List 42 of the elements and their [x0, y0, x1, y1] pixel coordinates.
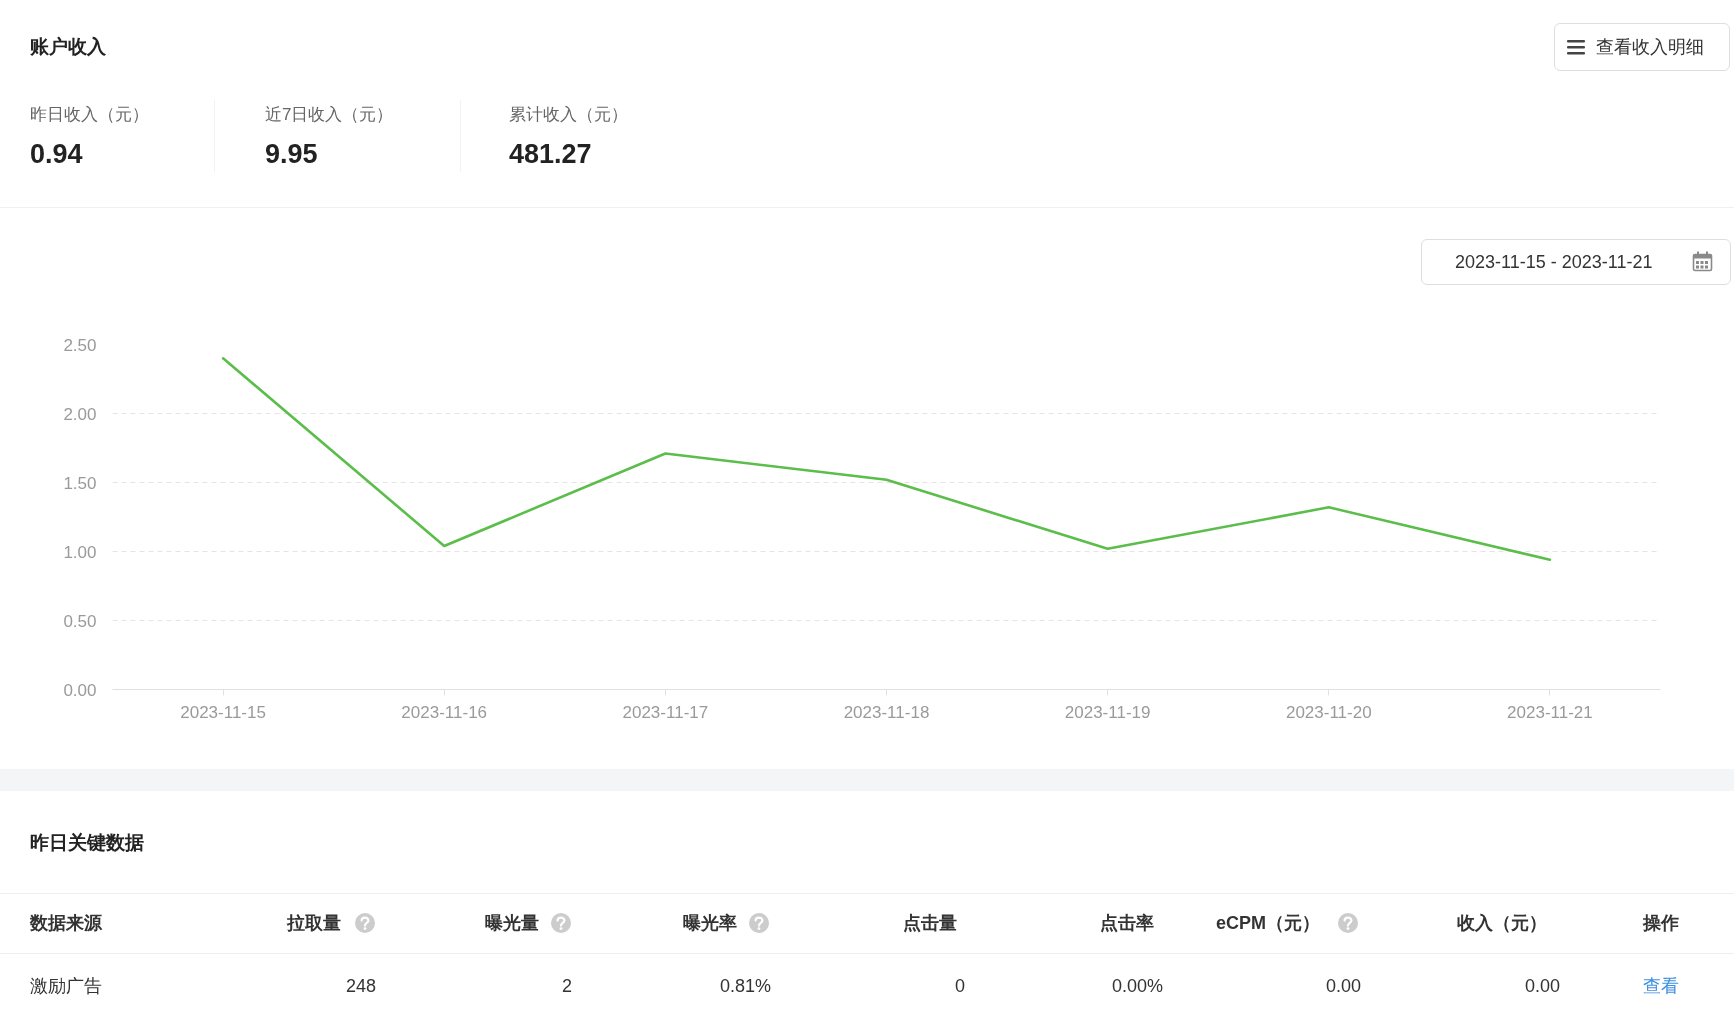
x-tick-label: 2023-11-21	[1507, 702, 1593, 722]
text: 昨日关键数据	[30, 830, 144, 855]
text: 0	[954, 974, 965, 998]
y-tick-label: 2.00	[63, 404, 97, 424]
x-tick-label: 2023-11-16	[401, 702, 488, 722]
text: 点击率	[1100, 911, 1154, 935]
text: 数据来源	[30, 911, 102, 935]
text: 曝光率	[683, 911, 737, 935]
line-series	[221, 357, 1552, 562]
y-tick-label: 1.50	[63, 473, 97, 493]
text: 激励广告	[30, 974, 102, 998]
text: 248	[345, 974, 376, 998]
x-tick-label: 2023-11-18	[843, 702, 930, 722]
text: 0.94	[30, 137, 83, 171]
text: 0.81%	[719, 974, 771, 998]
text: 操作	[1643, 911, 1679, 935]
text: 0.00	[1524, 974, 1560, 998]
text: 累计收入（元）	[509, 104, 628, 126]
text: 昨日收入（元）	[30, 104, 149, 126]
chart-title: 账户收入	[30, 34, 106, 59]
text: 481.27	[509, 137, 592, 171]
text: 0.00%	[1111, 974, 1163, 998]
text: 2	[561, 974, 572, 998]
x-tick-label: 2023-11-19	[1064, 702, 1151, 722]
text: 曝光量	[485, 911, 539, 935]
text: 查看	[1643, 974, 1679, 998]
x-tick-label: 2023-11-20	[1285, 702, 1372, 722]
text: 0.00	[1325, 974, 1361, 998]
y-tick-label: 0.00	[63, 680, 97, 700]
x-tick-label: 2023-11-17	[622, 702, 709, 722]
text: 点击量	[903, 911, 957, 935]
text: 拉取量	[287, 911, 341, 935]
x-tick-label: 2023-11-15	[180, 702, 266, 722]
y-tick-label: 0.50	[63, 611, 97, 631]
text: 近7日收入（元）	[265, 104, 394, 126]
text: 2023-11-15 - 2023-11-21	[1455, 250, 1653, 274]
text: 收入（元）	[1457, 911, 1547, 935]
text: 9.95	[265, 137, 318, 171]
y-tick-label: 2.50	[63, 335, 97, 355]
text: eCPM（元）	[1216, 911, 1321, 935]
y-tick-label: 1.00	[63, 542, 97, 562]
text: 查看收入明细	[1596, 35, 1704, 59]
